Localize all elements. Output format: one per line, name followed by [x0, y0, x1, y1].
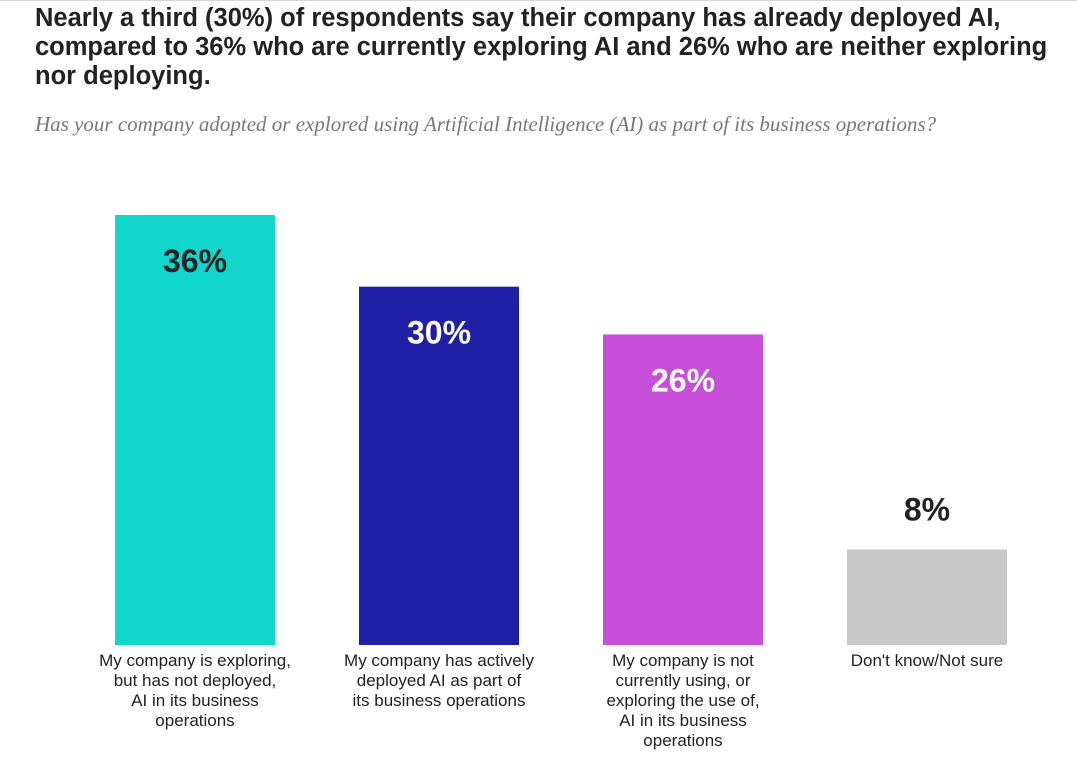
category-label-4: Don't know/Not sure: [850, 651, 1004, 670]
category-label-1: My company is exploring, but has not depl…: [99, 651, 291, 730]
bar-2: [359, 286, 519, 645]
chart-subtitle: Has your company adopted or explored usi…: [35, 112, 937, 136]
bar-4: [847, 549, 1007, 645]
top-divider: [0, 0, 1077, 1]
bar-3: [603, 334, 763, 645]
category-label-2: My company has actively deployed AI as pa…: [344, 651, 534, 710]
data-label-3: 26%: [651, 362, 715, 398]
category-label-3: My company is not currently using, or expl…: [606, 651, 760, 750]
chart-title: Nearly a third (30%) of respondents say …: [35, 4, 1048, 90]
data-label-2: 30%: [407, 315, 471, 351]
data-label-4: 8%: [904, 491, 950, 527]
bar-1: [115, 215, 275, 645]
data-label-1: 36%: [163, 243, 227, 279]
